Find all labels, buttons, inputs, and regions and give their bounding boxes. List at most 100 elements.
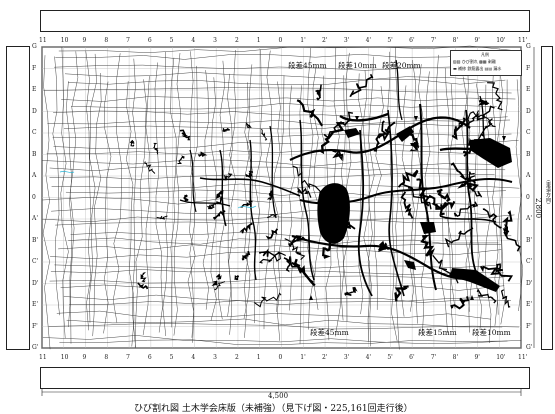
axis-label: 0 [526, 193, 530, 201]
heavy-crack [284, 238, 306, 261]
lower-center-spall [404, 260, 416, 270]
crack-line [444, 67, 456, 309]
crack-line [170, 57, 177, 328]
heavy-crack [436, 188, 451, 203]
heavy-crack [254, 292, 282, 308]
axis-label: F' [32, 322, 38, 330]
central-spall [317, 183, 350, 244]
crack-line [210, 77, 217, 321]
crack-line [42, 159, 494, 167]
crack-line [70, 232, 512, 237]
cyan-crack [59, 171, 75, 173]
heavy-crack [241, 250, 251, 261]
crack-line [357, 73, 364, 315]
crack-line [92, 72, 102, 337]
crack-line [409, 59, 417, 312]
crack-line [54, 264, 496, 269]
figure-caption: ひび割れ図 土木学会床版（未補強）（見下げ図・225,161回走行後） [134, 404, 413, 414]
crack-line [142, 76, 150, 336]
crack-line [56, 310, 491, 320]
crack-line [63, 122, 497, 130]
major-cracks [179, 59, 513, 297]
heavy-crack [343, 286, 358, 297]
axis-label: 0 [32, 193, 36, 201]
axis-label: 9 [82, 37, 87, 44]
step-annotation-bottom-2: 段差15mm [418, 328, 457, 337]
crack-line [227, 49, 236, 317]
heavy-crack [213, 281, 226, 291]
heavy-crack [216, 273, 222, 280]
legend-row-1: ▨▨ ひび割れ ▩▩ 剥離 [453, 59, 496, 64]
step-annotation-bottom-1: 段差45mm [310, 328, 349, 337]
axis-label: 9 [82, 354, 87, 361]
axis-label: 2 [234, 354, 239, 361]
crack-line [312, 67, 321, 311]
crack-line [58, 45, 521, 53]
crack-line [89, 53, 97, 323]
axis-label: B' [32, 236, 39, 244]
crack-line [53, 139, 519, 149]
crack-line [263, 50, 272, 330]
spalling-regions [317, 126, 512, 292]
legend-box: 凡例 ▨▨ ひび割れ ▩▩ 剥離 ▬ 補修 鉄筋露出 ▤▤ 漏水 [450, 50, 522, 76]
crack-line [254, 49, 263, 324]
heavy-crack [258, 251, 286, 264]
heavy-crack [183, 194, 189, 202]
axis-label: 4 [191, 354, 196, 361]
heavy-crack [315, 84, 322, 101]
axis-label: 8 [104, 354, 109, 361]
axis-label: 11' [518, 37, 528, 44]
top-dimension-band [40, 10, 530, 32]
heavy-crack [223, 172, 233, 181]
fine-cracks [42, 45, 524, 350]
axis-label: 11 [39, 354, 47, 361]
heavy-crack [465, 171, 476, 180]
axis-label: 2' [322, 37, 328, 44]
heavy-crack [435, 200, 456, 211]
crack-line [244, 64, 253, 338]
crack-line [70, 103, 497, 110]
crack-line [55, 52, 493, 60]
heavy-crack [266, 188, 274, 201]
axis-label: G' [526, 344, 533, 351]
heavy-crack [296, 99, 324, 127]
axis-label: 4' [365, 354, 372, 361]
axis-label: C' [526, 258, 533, 265]
crack-line [400, 85, 407, 317]
heavy-crack [480, 265, 514, 282]
heavy-crack [482, 208, 502, 229]
step-annotation-top-1: 段差45mm [288, 61, 327, 70]
axis-label: G' [32, 344, 39, 351]
axis-label: 1' [300, 37, 306, 44]
axis-label: E [526, 86, 531, 93]
heavy-crack [234, 275, 240, 281]
heavy-crack [267, 213, 278, 219]
axis-label: B' [526, 236, 533, 244]
heavy-crack [137, 282, 149, 290]
legend-row-2: ▬ 補修 鉄筋露出 ▤▤ 漏水 [453, 66, 502, 71]
crack-line [60, 47, 69, 339]
crack-line [112, 53, 122, 323]
axis-label: 4 [191, 37, 196, 44]
heavy-crack [502, 226, 521, 252]
marker-triangles [309, 116, 506, 300]
crack-line [202, 70, 209, 310]
axis-label: 1 [256, 37, 261, 44]
crack-line [343, 52, 352, 322]
heavy-crack [211, 280, 218, 286]
axis-label: G [526, 43, 531, 50]
heavy-crack [349, 73, 374, 98]
crack-line [59, 339, 508, 345]
crack-line [154, 62, 163, 333]
crack-line [66, 318, 503, 328]
axis-label: 11' [518, 354, 528, 361]
heavy-crack [283, 256, 304, 273]
crack-line [49, 172, 495, 180]
step-annotation-bottom-3: 段差10mm [472, 328, 511, 337]
axis-label: 3 [213, 37, 217, 44]
crack-line [500, 79, 508, 325]
axis-label: D [32, 107, 37, 115]
crack-line [187, 65, 198, 338]
axis-label: 4' [365, 37, 372, 44]
heavy-crack [500, 289, 511, 308]
